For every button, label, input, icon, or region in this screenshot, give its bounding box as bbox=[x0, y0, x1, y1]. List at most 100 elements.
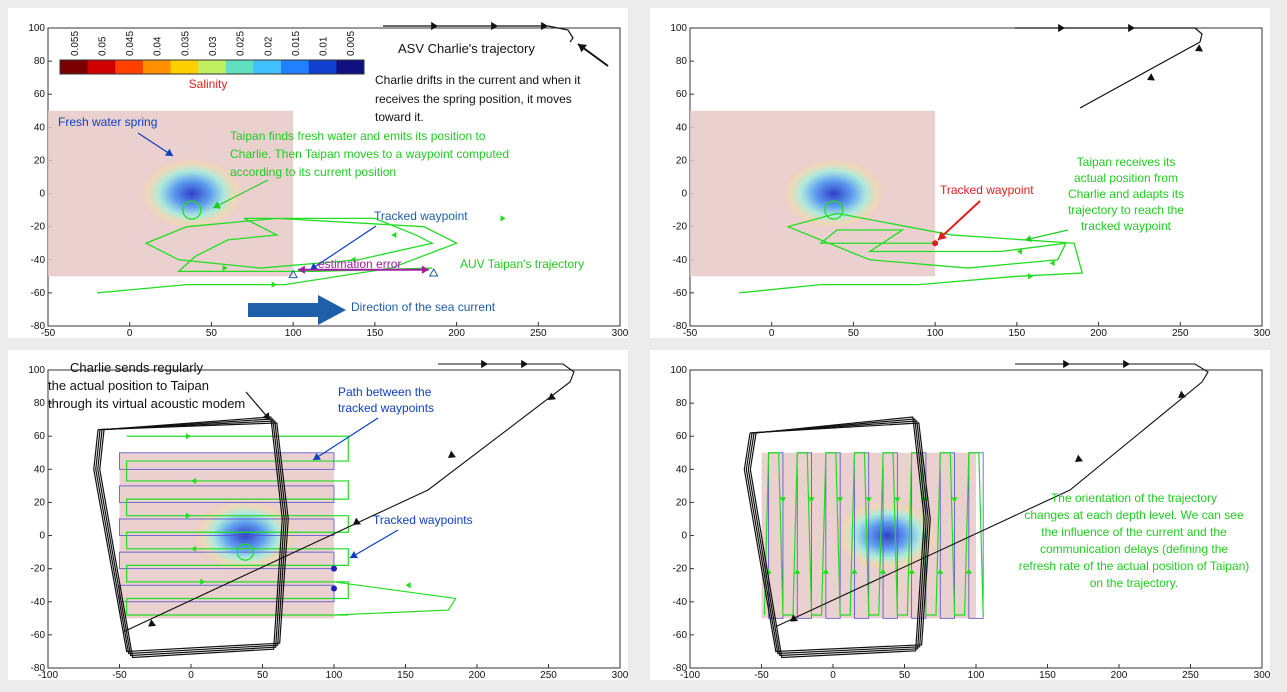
y-tick-label: 60 bbox=[676, 89, 688, 100]
y-tick-label: -80 bbox=[673, 321, 688, 332]
auv-arrow bbox=[908, 568, 915, 574]
x-tick-label: -50 bbox=[683, 328, 698, 338]
asv-arrow bbox=[521, 359, 528, 369]
y-tick-label: 60 bbox=[34, 431, 46, 442]
detection-circle bbox=[236, 543, 254, 561]
y-tick-label: -20 bbox=[673, 564, 688, 575]
y-tick-label: 100 bbox=[670, 23, 687, 34]
spring-pointer-head bbox=[165, 148, 173, 156]
auv-arrow bbox=[391, 231, 397, 239]
x-tick-label: -50 bbox=[754, 670, 769, 680]
y-tick-label: 80 bbox=[676, 398, 688, 409]
x-tick-label: 50 bbox=[257, 670, 269, 680]
colorbar-segment bbox=[308, 60, 337, 74]
auv-arrow bbox=[405, 582, 411, 589]
asv-arrow bbox=[148, 619, 157, 627]
x-tick-label: 200 bbox=[1111, 670, 1128, 680]
tracked-waypoint-marker bbox=[932, 240, 939, 247]
charlie-pointer-head bbox=[578, 44, 587, 53]
waypoint-pointer-head bbox=[310, 262, 318, 270]
auv-trajectory bbox=[126, 435, 349, 616]
y-tick-label: -60 bbox=[31, 288, 46, 299]
asv-arrow bbox=[548, 392, 556, 400]
asv-loop bbox=[93, 422, 289, 653]
panel-top-right: -50 0 50 100 150 200 250 300 100 80 60 40 20 0 -20 -40-… bbox=[650, 8, 1270, 338]
auv-arrow bbox=[200, 578, 206, 586]
y-tick-label: 40 bbox=[34, 464, 46, 475]
charlie-note-line2: the actual position to Taipan bbox=[48, 378, 209, 393]
x-tick-label: 50 bbox=[206, 328, 218, 338]
y-tick-label: -40 bbox=[673, 255, 688, 266]
auv-trajectory bbox=[763, 452, 984, 616]
y-tick-label: 0 bbox=[681, 189, 687, 200]
asv-arrow bbox=[431, 21, 438, 31]
auv-arrow bbox=[185, 433, 191, 440]
x-tick-label: 100 bbox=[927, 328, 944, 338]
y-tick-label: 20 bbox=[34, 497, 46, 508]
taipan-note-line2: Charlie. Then Taipan moves to a waypoint… bbox=[230, 147, 509, 161]
asv-arrow bbox=[1058, 23, 1065, 33]
x-tick-label: 200 bbox=[469, 670, 486, 680]
asv-arrow bbox=[1075, 454, 1083, 462]
x-tick-label: 250 bbox=[1182, 670, 1199, 680]
colorbar-tick-label: 0.025 bbox=[236, 31, 247, 56]
auv-arrow bbox=[965, 568, 972, 574]
y-tick-label: -40 bbox=[673, 597, 688, 608]
colorbar-segment bbox=[87, 60, 116, 74]
auv-arrow bbox=[222, 264, 228, 272]
y-tick-label: 0 bbox=[39, 531, 45, 542]
x-tick-label: 0 bbox=[769, 328, 775, 338]
auv-trajectory-label: AUV Taipan's trajectory bbox=[460, 257, 584, 271]
x-tick-label: 150 bbox=[367, 328, 384, 338]
auv-arrow bbox=[808, 497, 815, 503]
path-note-line2: tracked waypoints bbox=[338, 401, 434, 415]
y-tick-label: -60 bbox=[673, 288, 688, 299]
colorbar-segment bbox=[225, 60, 254, 74]
y-tick-label: -80 bbox=[673, 663, 688, 674]
asv-trajectory bbox=[775, 363, 1209, 628]
x-tick-label: 100 bbox=[285, 328, 302, 338]
asv-arrow bbox=[1128, 23, 1135, 33]
x-tick-label: 100 bbox=[326, 670, 343, 680]
colorbar-tick-label: 0.015 bbox=[291, 31, 302, 56]
auv-arrow bbox=[865, 497, 872, 503]
x-tick-label: 150 bbox=[1039, 670, 1056, 680]
tracked-waypoint-marker bbox=[331, 585, 337, 592]
tracked-path-rect bbox=[119, 551, 335, 570]
taipan-note-line3: Charlie and adapts its bbox=[1068, 187, 1184, 201]
panel-top-left: -50 0 50 100 150 200 250 300 100 80 60 40 20 0 -20 -40-… bbox=[8, 8, 628, 338]
colorbar-tick-label: 0.03 bbox=[208, 36, 219, 56]
asv-arrow bbox=[541, 21, 548, 31]
y-tick-label: -20 bbox=[673, 222, 688, 233]
x-tick-label: 200 bbox=[448, 328, 465, 338]
asv-arrow bbox=[1147, 73, 1155, 81]
x-tick-label: 250 bbox=[540, 670, 557, 680]
x-tick-label: 150 bbox=[1009, 328, 1026, 338]
charlie-note-line3: through its virtual acoustic modem bbox=[48, 396, 245, 411]
tracked-waypoint-marker bbox=[331, 565, 337, 572]
taipan-note-line5: tracked waypoint bbox=[1081, 219, 1172, 233]
auv-arrow bbox=[894, 497, 901, 503]
auv-arrow bbox=[185, 512, 191, 519]
y-tick-label: -80 bbox=[31, 321, 46, 332]
y-tick-label: 20 bbox=[34, 155, 46, 166]
y-tick-label: 80 bbox=[34, 398, 46, 409]
y-tick-label: 60 bbox=[34, 89, 46, 100]
y-tick-label: 20 bbox=[676, 155, 688, 166]
colorbar-tick-label: 0.045 bbox=[125, 31, 136, 56]
charlie-note-line1: Charlie sends regularly bbox=[70, 360, 203, 375]
auv-arrow bbox=[794, 568, 801, 574]
x-tick-label: 0 bbox=[188, 670, 194, 680]
asv-trajectory-label: ASV Charlie's trajectory bbox=[398, 41, 535, 56]
sea-current-label: Direction of the sea current bbox=[351, 300, 496, 314]
colorbar-segment bbox=[336, 60, 365, 74]
chart-bottom-right: -100 -50 0 50 100 150 200 250 300100806040200-20… bbox=[650, 350, 1270, 680]
spring-pointer bbox=[137, 132, 174, 157]
tracked-waypoint-label: Tracked waypoint bbox=[374, 209, 468, 223]
x-tick-label: 300 bbox=[1254, 328, 1270, 338]
y-tick-label: 0 bbox=[681, 531, 687, 542]
colorbar-segment bbox=[170, 60, 199, 74]
chart-top-right: -50 0 50 100 150 200 250 300100806040200-20-40-… bbox=[650, 8, 1270, 338]
waypoint-marker bbox=[428, 268, 439, 277]
y-tick-label: -40 bbox=[31, 255, 46, 266]
